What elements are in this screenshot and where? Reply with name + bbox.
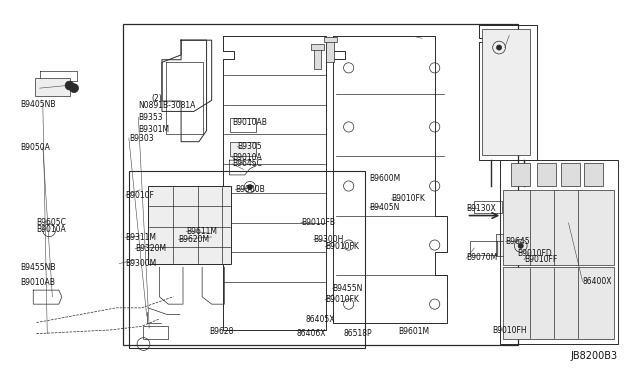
Text: B9301M: B9301M: [138, 125, 170, 134]
Text: N0891B-3081A: N0891B-3081A: [138, 102, 196, 110]
Text: B9010F: B9010F: [125, 191, 154, 200]
Bar: [324, 37, 337, 42]
Bar: [230, 142, 256, 156]
Bar: [470, 241, 497, 256]
Text: B9010FK: B9010FK: [325, 295, 359, 304]
Text: B9455NB: B9455NB: [20, 263, 56, 272]
Text: B9620M: B9620M: [179, 235, 210, 244]
Bar: [537, 163, 556, 186]
Bar: [314, 49, 321, 69]
Text: 86406X: 86406X: [297, 329, 326, 338]
Text: B9311M: B9311M: [125, 233, 157, 242]
Bar: [503, 267, 614, 339]
Bar: [326, 41, 334, 62]
Circle shape: [497, 45, 502, 50]
Bar: [496, 234, 533, 256]
Text: B9010AB: B9010AB: [232, 118, 267, 127]
Text: B9300H: B9300H: [314, 235, 344, 244]
Text: JB8200B3: JB8200B3: [570, 351, 618, 361]
Text: B9010FH: B9010FH: [492, 326, 527, 335]
Bar: [584, 163, 603, 186]
Text: B9645C: B9645C: [232, 159, 262, 169]
Bar: [230, 118, 256, 132]
Bar: [503, 190, 614, 265]
Text: B9010A: B9010A: [36, 225, 66, 234]
Text: B9130X: B9130X: [467, 203, 496, 213]
Bar: [311, 44, 324, 50]
Text: B9010FB: B9010FB: [301, 218, 335, 227]
Text: B9010FD: B9010FD: [518, 249, 552, 258]
Bar: [474, 201, 502, 212]
Text: B9611M: B9611M: [186, 227, 217, 236]
Bar: [500, 160, 618, 344]
Text: B9010FF: B9010FF: [524, 255, 557, 264]
Circle shape: [70, 84, 79, 93]
Text: B9000B: B9000B: [236, 185, 265, 194]
Text: B9305: B9305: [237, 142, 262, 151]
Text: B9605C: B9605C: [36, 218, 67, 227]
Text: B9010AB: B9010AB: [20, 278, 56, 287]
Text: B9601M: B9601M: [399, 327, 430, 336]
Text: B9455N: B9455N: [333, 284, 363, 293]
Text: (2): (2): [151, 94, 162, 103]
Bar: [143, 326, 168, 339]
Text: B9628: B9628: [209, 327, 234, 336]
Bar: [123, 23, 518, 345]
Text: B9645: B9645: [505, 237, 529, 246]
Text: B9405N: B9405N: [370, 203, 400, 212]
Circle shape: [518, 243, 524, 248]
Bar: [561, 163, 580, 186]
Text: B9010A: B9010A: [232, 153, 262, 162]
Bar: [483, 29, 531, 155]
Text: B9600M: B9600M: [370, 174, 401, 183]
Text: 86518P: 86518P: [344, 329, 372, 338]
Text: B9405NB: B9405NB: [20, 100, 56, 109]
Text: B9353: B9353: [138, 113, 163, 122]
Text: B9070M: B9070M: [467, 253, 498, 263]
Bar: [35, 78, 70, 96]
Circle shape: [65, 81, 74, 90]
Text: 86400X: 86400X: [582, 277, 612, 286]
Circle shape: [247, 185, 252, 190]
Text: B9320M: B9320M: [135, 244, 166, 253]
Text: 86405X: 86405X: [305, 315, 335, 324]
Bar: [511, 163, 531, 186]
Bar: [148, 186, 231, 263]
Text: B9303: B9303: [129, 134, 154, 142]
Text: B9300M: B9300M: [125, 259, 157, 268]
Text: B9010FK: B9010FK: [325, 243, 359, 251]
Bar: [129, 171, 365, 349]
Text: B9010FK: B9010FK: [392, 195, 425, 203]
Text: B9050A: B9050A: [20, 143, 51, 152]
